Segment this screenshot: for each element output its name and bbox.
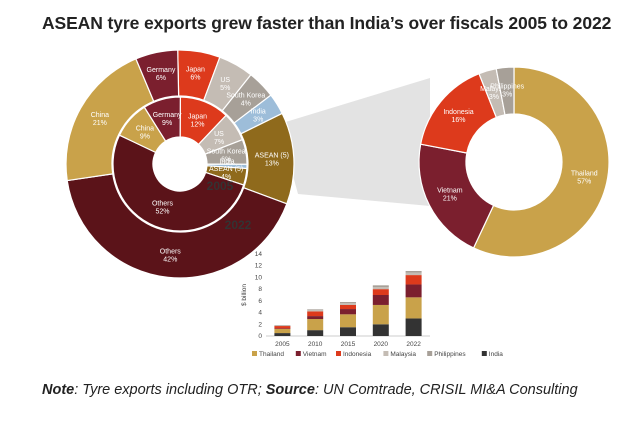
ring-2005-label-asean-5: ASEAN (5) 4% [209,166,243,181]
ring-2022-label-asean-5: ASEAN (5) 13% [255,152,289,167]
bar-india-2010 [307,330,324,336]
bar-philippines-2010 [307,309,324,311]
ring-2005-slice-germany [143,96,181,142]
y-tick-label: 4 [258,310,262,317]
footnote: Note: Tyre exports including OTR; Source… [42,382,578,398]
y-tick-label: 14 [255,251,263,258]
bar-india-2022 [405,318,422,336]
legend-label-philippines: Philippines [434,351,466,358]
note-text: : Tyre exports including OTR; [74,382,266,398]
legend-swatch-thailand [252,351,257,356]
ring-2022-label-india: India 3% [251,109,266,124]
source-label: Source [265,382,315,398]
legend-swatch-malaysia [383,351,389,356]
bar-philippines-2020 [372,285,389,288]
y-tick-label: 0 [258,333,262,340]
y-tick-label: 8 [258,286,262,293]
y-tick-label: 2 [258,321,262,328]
y-tick-label: 10 [255,274,263,281]
bar-india-2005 [274,333,291,336]
bar-indonesia-2020 [372,289,389,295]
bar-india-2020 [372,324,389,336]
bar-malaysia-2010 [307,310,324,312]
y-axis-title: $ billion [241,284,248,306]
y-tick-label: 6 [258,298,262,305]
y-tick-label: 12 [255,263,263,270]
stacked-bar-chart: 0 2 4 6 8 10 12 14 $ billion 2005 2010 2015 2020 2022… [241,251,503,358]
asean-label-indonesia: Indonesia 16% [443,109,473,124]
ring-2022-label-germany: Germany 6% [147,67,176,82]
ring-2005-label-japan: Japan 12% [188,113,207,128]
ring-2022-slice-others [66,173,288,279]
bar-vietnam-2015 [340,309,356,315]
center-label-2005: 2005 [207,179,234,193]
asean-slice-philippines [495,66,515,116]
asean-slice-vietnam [418,143,495,249]
left-nested-donut: Japan 6% US 5%South Korea 4%India 3% ASEAN (5)… [65,49,295,279]
connector-band [279,78,430,206]
bar-indonesia-2005 [274,326,291,329]
x-tick-label: 2022 [406,341,421,348]
ring-2005-label-germany: Germany 9% [153,112,182,127]
asean-label-thailand: Thailand 57% [571,171,598,186]
legend-swatch-philippines [427,351,433,356]
x-tick-label: 2020 [374,341,389,348]
bar-philippines-2015 [340,302,356,304]
asean-label-vietnam: Vietnam 21% [437,188,463,203]
bar-malaysia-2020 [372,287,389,290]
bar-malaysia-2022 [405,272,422,276]
bar-thailand-2022 [405,297,422,319]
ring-2022-label-us: US 5% [220,77,230,92]
bar-indonesia-2010 [307,311,324,317]
bar-thailand-2015 [340,314,356,328]
bar-vietnam-2022 [405,284,422,298]
legend-swatch-indonesia [336,351,341,356]
asean-donut: Thailand 57% Vietnam 21% Indonesia 16% Malaysi… [418,66,610,258]
ring-2005-slice-others [112,134,245,232]
ring-2022-label-china: China 21% [91,112,109,127]
ring-2005-label-others: Others 52% [152,201,174,216]
ring-2022-label-japan: Japan 6% [186,66,205,81]
ring-2005-label-us: US 7% [214,131,224,146]
asean-slice-thailand [472,66,610,258]
asean-label-philippines: Philippines 3% [490,83,524,98]
chart-title: ASEAN tyre exports grew faster than Indi… [42,13,612,33]
bar-india-2015 [340,327,356,336]
source-text: : UN Comtrade, CRISIL MI&A Consulting [314,382,578,398]
bar-thailand-2010 [307,319,324,331]
bar-philippines-2022 [405,270,422,273]
ring-2022-label-others: Others 42% [160,248,182,263]
bar-indonesia-2015 [340,304,356,310]
x-tick-label: 2005 [275,341,290,348]
ring-2022-slice-germany [135,49,180,103]
legend-label-indonesia: Indonesia [343,351,372,358]
ring-2005-label-south-korea: South Korea 6% [207,148,246,163]
ring-2022-label-south-korea: South Korea 4% [226,93,265,108]
legend-label-india: India [489,351,503,358]
bar-thailand-2020 [372,304,389,325]
legend-label-malaysia: Malaysia [390,351,416,358]
ring-2005-label-china: China 9% [136,126,154,141]
bar-malaysia-2005 [274,325,291,327]
x-tick-label: 2010 [308,341,323,348]
asean-label-malaysia: Malaysia 3% [480,86,508,101]
legend-label-vietnam: Vietnam [303,351,327,358]
x-tick-label: 2015 [341,341,356,348]
bar-vietnam-2005 [274,328,291,329]
center-label-2022: 2022 [225,218,252,232]
bar-indonesia-2022 [405,275,422,285]
bar-vietnam-2010 [307,316,324,320]
note-label: Note [42,382,75,398]
bar-thailand-2005 [274,328,291,334]
legend-swatch-india [481,351,487,356]
legend-label-thailand: Thailand [259,351,284,358]
legend-swatch-vietnam [295,351,301,356]
bar-malaysia-2015 [340,303,356,305]
bar-vietnam-2020 [372,295,389,305]
